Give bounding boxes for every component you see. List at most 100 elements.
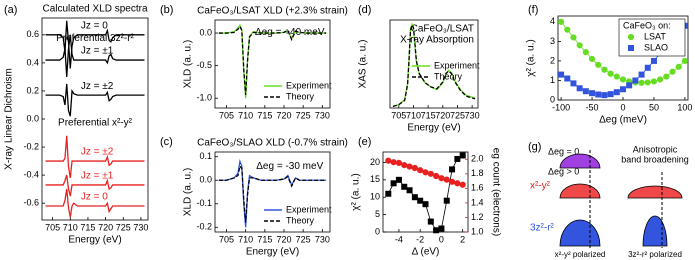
series-line <box>45 83 145 117</box>
marker <box>644 79 651 86</box>
series-label: Jz = ±1 <box>81 171 114 182</box>
marker <box>417 167 424 174</box>
panel-label: (a) <box>4 4 17 16</box>
x-tick-label: 730 <box>315 110 330 120</box>
right-title: Anisotropic <box>633 144 678 154</box>
legend-label: Experiment <box>286 204 332 214</box>
x-tick-label: 710 <box>406 110 421 120</box>
condition: Δeg = 0 <box>548 146 579 156</box>
y-tick-label: 5 <box>375 209 380 219</box>
y-tick-label: 0.0 <box>199 175 212 185</box>
marker <box>576 85 583 92</box>
x-tick-label: 705 <box>45 222 60 232</box>
y-tick-label: 20 <box>370 157 380 167</box>
marker <box>438 175 445 182</box>
x-axis-label: Energy (eV) <box>407 123 460 134</box>
legend-label: Theory <box>434 71 463 81</box>
plot-frame <box>214 151 331 233</box>
y-tick-label: 1 <box>550 75 555 85</box>
chart-title: CaFeO₃/LSAT <box>411 24 474 35</box>
series-label: Jz = ±2 <box>81 81 114 92</box>
marker <box>427 218 434 225</box>
y-tick-label: 0.0 <box>199 27 212 37</box>
x-tick-label: 725 <box>116 222 131 232</box>
y-tick-label: -0.4 <box>23 169 39 179</box>
marker <box>422 201 429 208</box>
chart-title: CaFeO₃/SLAO XLD (-0.7% strain) <box>197 138 348 149</box>
marker <box>411 194 418 201</box>
dome <box>559 183 601 199</box>
annotation: Δeg = -30 meV <box>256 161 323 172</box>
legend-label: Theory <box>286 91 315 101</box>
y-axis-label: χ² (a. u.) <box>526 39 537 76</box>
y-tick-label: -0.5 <box>196 60 212 70</box>
marker <box>663 73 670 80</box>
chart-title: Calculated XLD spectra <box>42 4 147 15</box>
marker <box>406 163 413 170</box>
chart-subtitle: X-ray Absorption <box>400 35 474 46</box>
marker <box>589 90 596 97</box>
series-line <box>392 23 476 107</box>
marker <box>422 169 429 176</box>
x-axis-label: Δ (eV) <box>412 247 440 258</box>
y-tick-label: 0.4 <box>26 57 39 67</box>
x-tick-label: 720 <box>435 110 450 120</box>
plot-frame <box>389 19 479 109</box>
series-line <box>218 164 327 223</box>
marker <box>433 172 440 180</box>
y-tick-label: -0.2 <box>23 141 39 151</box>
y-axis-label: X-ray Linear Dichroism <box>4 68 15 170</box>
marker <box>459 152 466 159</box>
marker <box>438 225 445 232</box>
x-tick-label: 0 <box>439 234 444 244</box>
x-tick-label: 730 <box>465 110 480 120</box>
y-tick-label: 4 <box>550 16 555 26</box>
y-tick-label: -0.6 <box>23 198 39 208</box>
dome <box>627 185 683 199</box>
panel-label: (f) <box>528 4 538 16</box>
marker <box>601 92 608 99</box>
x-tick-label: 715 <box>421 110 436 120</box>
y2-tick-label: 1.0 <box>471 226 484 236</box>
y-axis-label: XAS (a. u.) <box>358 40 369 89</box>
panel-label: (e) <box>358 136 371 148</box>
marker <box>582 49 589 56</box>
marker <box>449 166 456 173</box>
series-line <box>45 20 145 69</box>
marker <box>557 18 565 25</box>
marker <box>570 34 577 41</box>
panel-label: (g) <box>528 141 541 153</box>
x-tick-label: 720 <box>276 110 291 120</box>
series-line <box>218 25 327 96</box>
x-tick-label: 705 <box>219 110 234 120</box>
y-tick-label: 10 <box>370 192 380 202</box>
dome <box>642 215 668 247</box>
y-tick-label: 0 <box>375 226 380 236</box>
panel-label: (c) <box>160 136 173 148</box>
x-tick-label: 710 <box>63 222 78 232</box>
marker <box>607 91 614 98</box>
marker <box>650 57 657 64</box>
marker <box>395 176 402 183</box>
y2-axis-label: eg count (electrons) <box>490 148 501 236</box>
marker <box>558 71 565 78</box>
marker <box>675 63 682 70</box>
legend-label: Experiment <box>434 60 480 70</box>
annotation: Δeg = +40 meV <box>255 27 325 38</box>
annotation: Preferential x²-y² <box>58 118 133 129</box>
y-tick-label: 2 <box>550 55 555 65</box>
y-axis-label: XLD (a. u.) <box>183 168 194 216</box>
marker <box>595 91 602 98</box>
x-tick-label: 705 <box>391 110 406 120</box>
y2-tick-label: 1.4 <box>471 197 484 207</box>
marker <box>576 42 583 49</box>
y2-tick-label: 1.2 <box>471 212 484 222</box>
y-tick-label: 0 <box>550 94 555 104</box>
y-tick-label: 0.2 <box>26 85 39 95</box>
series-line <box>45 34 145 77</box>
x-tick-label: 705 <box>219 234 234 244</box>
right-title: band broadening <box>621 154 689 164</box>
column-label: x²-y² polarized <box>555 250 606 259</box>
marker <box>681 57 689 65</box>
